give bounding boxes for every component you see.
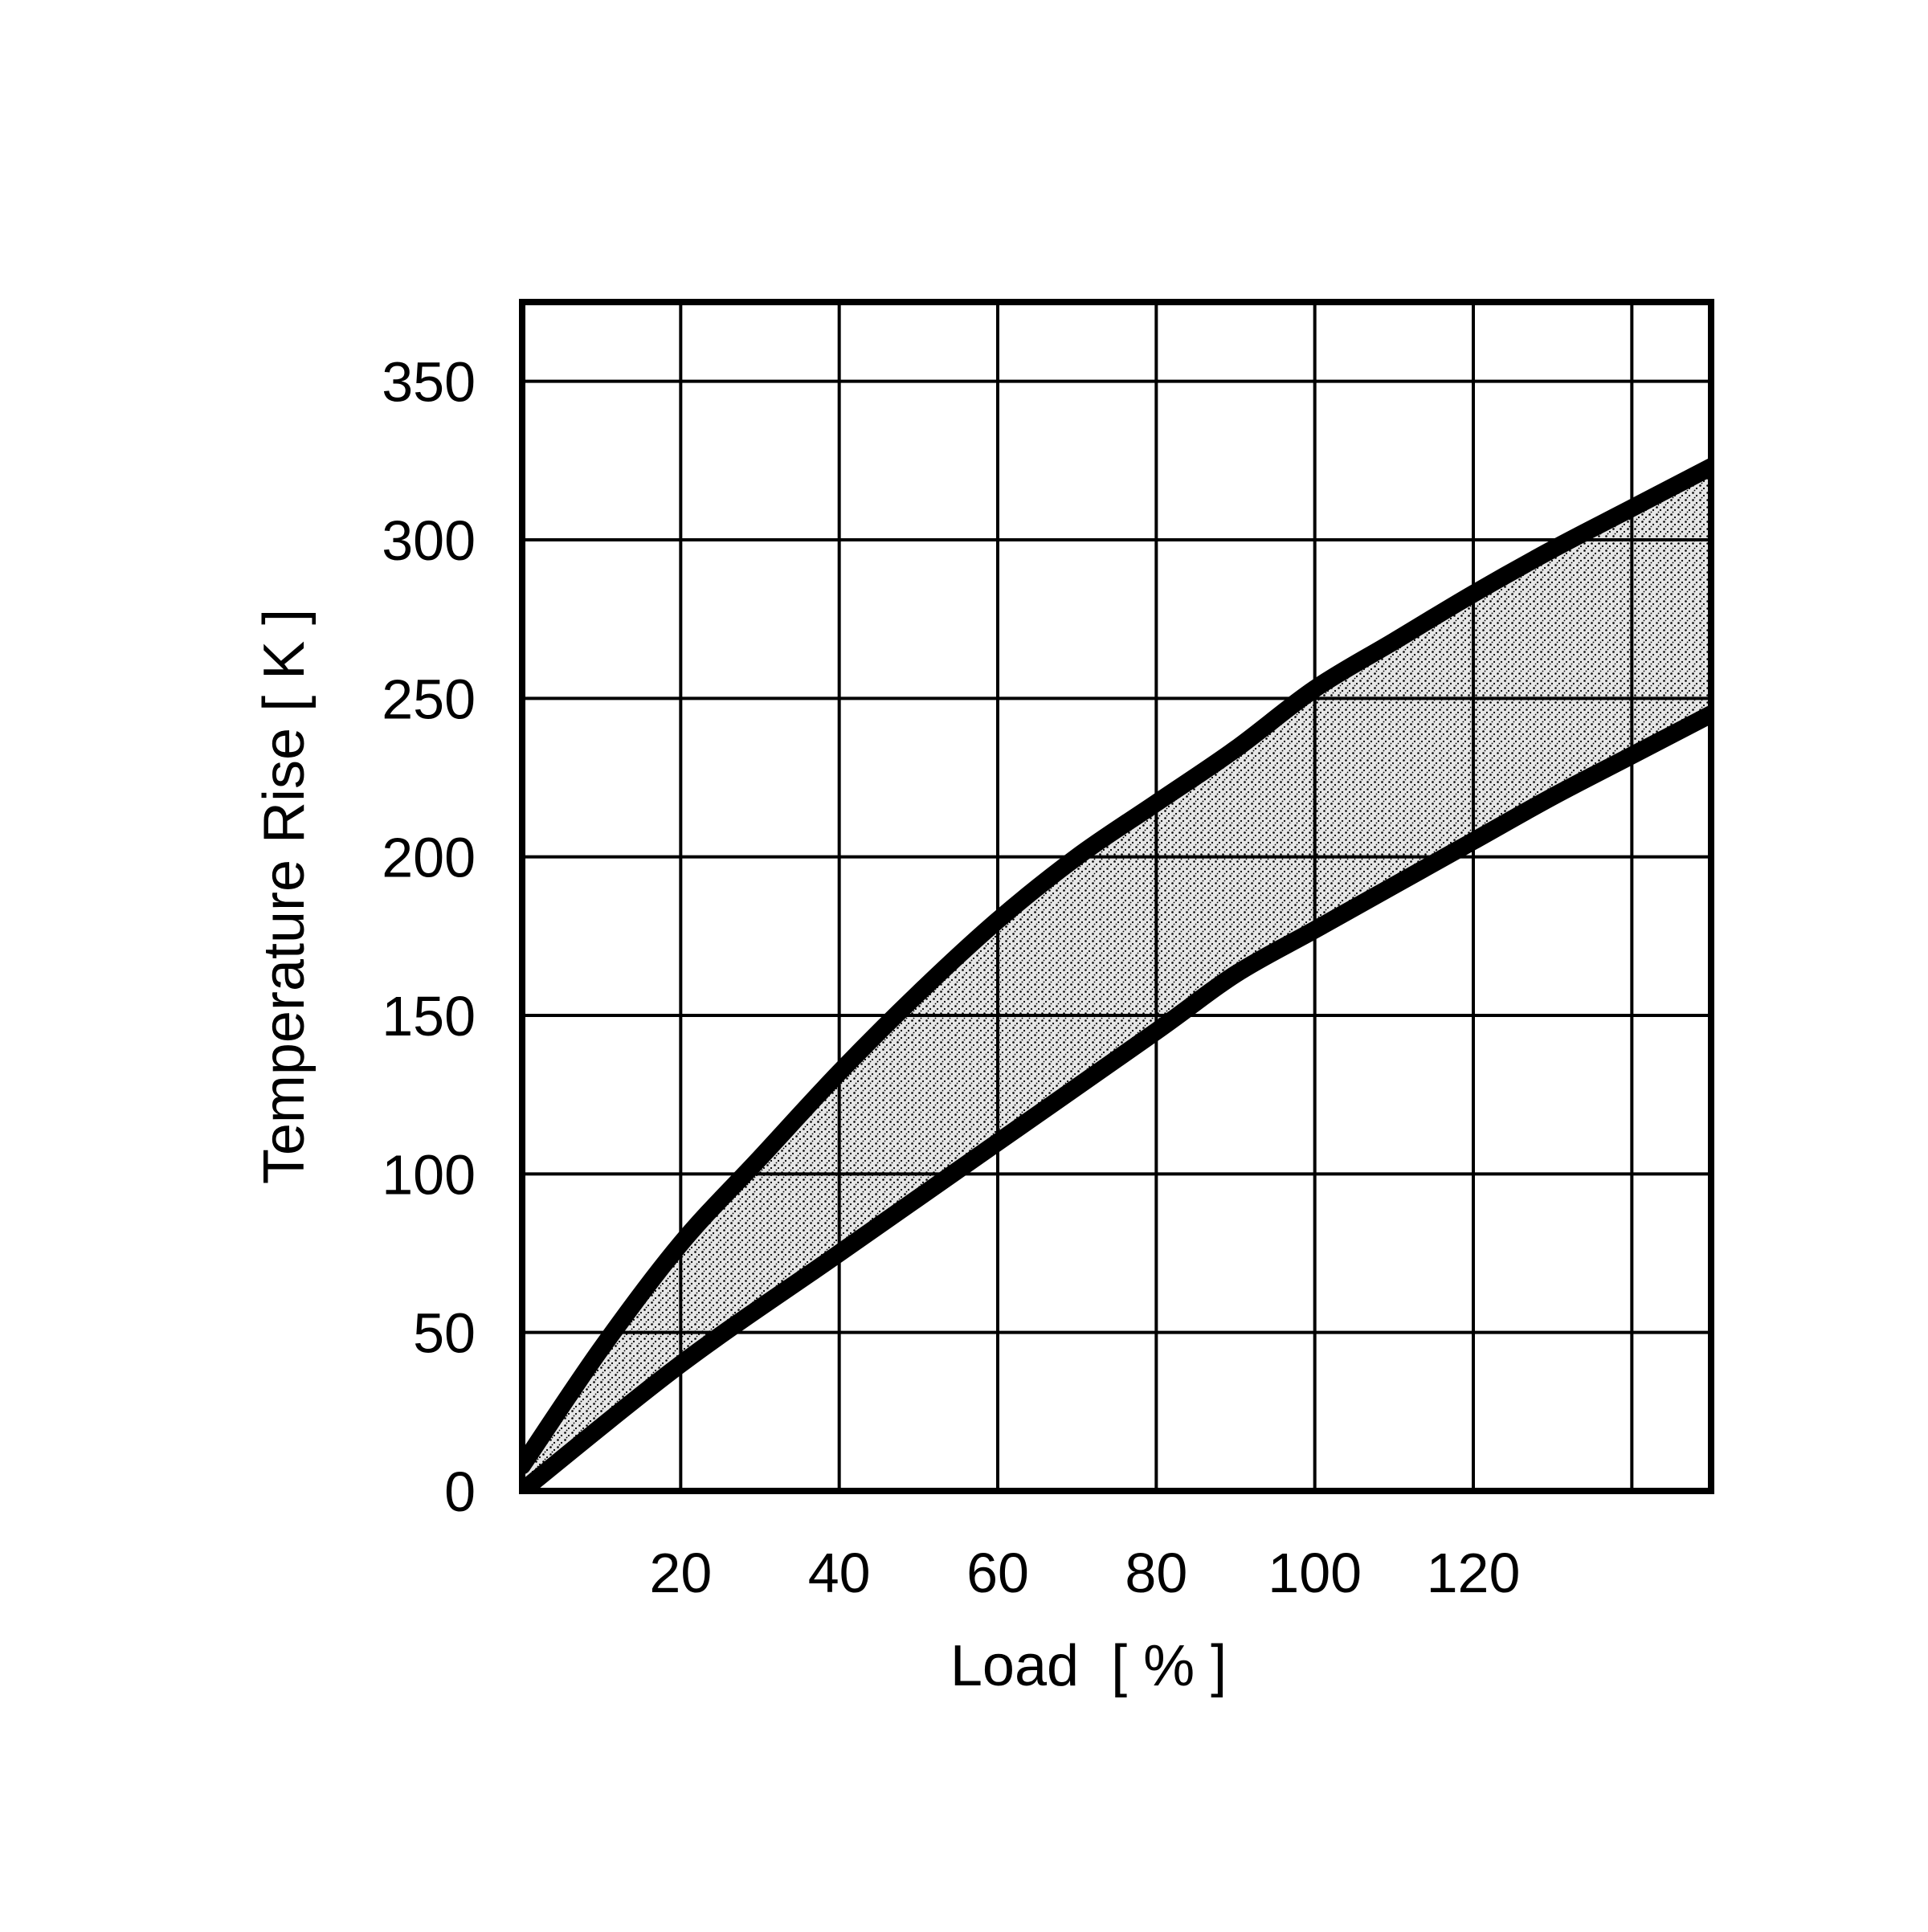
band-area bbox=[522, 467, 1711, 1491]
y-tick-label: 200 bbox=[382, 827, 476, 889]
y-tick-label: 100 bbox=[382, 1143, 476, 1206]
y-axis-title: Temperature Rise [ K ] bbox=[252, 609, 317, 1184]
x-axis-title: Load [ % ] bbox=[950, 1634, 1227, 1698]
band-layer bbox=[522, 467, 1711, 1491]
y-tick-label: 250 bbox=[382, 668, 476, 730]
y-tick-label: 350 bbox=[382, 351, 476, 414]
y-tick-label: 50 bbox=[413, 1302, 476, 1365]
x-tick-label: 40 bbox=[808, 1542, 871, 1604]
x-tick-label: 20 bbox=[649, 1542, 712, 1604]
y-tick-labels: 0 50 100 150 200 250 300 350 bbox=[382, 351, 476, 1523]
curve-layer bbox=[522, 458, 1711, 1491]
y-tick-label: 300 bbox=[382, 509, 476, 572]
plot-frame bbox=[519, 299, 1714, 1494]
x-tick-labels: 20 40 60 80 100 120 bbox=[649, 1542, 1520, 1604]
y-tick-label: 150 bbox=[382, 985, 476, 1048]
grid-layer bbox=[522, 302, 1711, 1491]
x-tick-label: 60 bbox=[966, 1542, 1029, 1604]
x-tick-label: 100 bbox=[1268, 1542, 1362, 1604]
lower-curve bbox=[522, 705, 1711, 1491]
x-tick-label: 120 bbox=[1427, 1542, 1521, 1604]
y-tick-label: 0 bbox=[444, 1460, 476, 1523]
upper-curve bbox=[522, 458, 1711, 1475]
x-tick-label: 80 bbox=[1125, 1542, 1187, 1604]
